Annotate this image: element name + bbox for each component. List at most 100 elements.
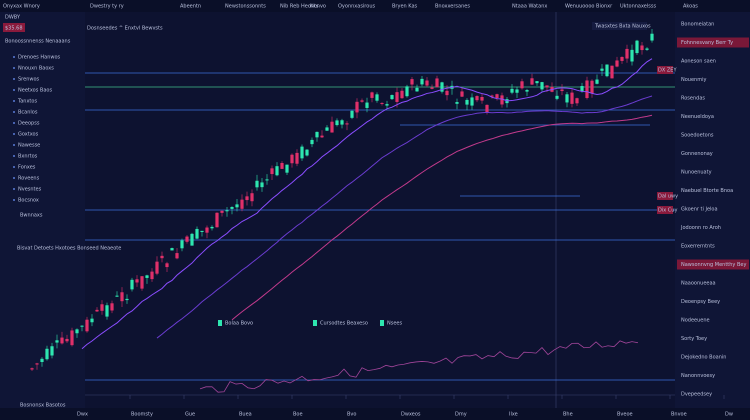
candle [245,196,249,201]
candle [220,210,224,213]
sidebar-item[interactable]: Fohnnesvany Berr Ty [681,40,733,46]
sidebar-item[interactable]: Nawsonnvng Mentthy Bey [681,262,746,268]
candle [395,92,399,102]
sidebar-item[interactable]: Nouenmiy [681,77,706,83]
candle [260,182,264,188]
candle [85,319,89,332]
sidebar-highlight [677,259,749,270]
menu-item[interactable]: Bryen Kas [392,4,418,10]
menu-item[interactable]: Abeentn [180,4,201,10]
menu-item[interactable]: Onyxax Wnory [3,4,40,10]
legend-label[interactable]: Cursodtes Beaxeso [320,321,368,327]
sidebar-item[interactable]: Nunoenuaty [681,170,712,176]
panel-row[interactable]: Nnouxn Baoxs [18,66,54,72]
sidebar-item[interactable]: Jodoonn ro Aroh [680,225,721,231]
row-dot [13,166,15,168]
candle [180,240,184,249]
overlay-label: Bisvat Detoets Hxotoes Bonseed Neaeote [17,246,121,252]
menu-item[interactable]: Ntaaa Watanx [512,4,547,10]
tooltip-box [592,22,647,30]
sidebar-item[interactable]: Naaoonueeaa [681,281,716,287]
sidebar-item[interactable]: Neenueldoya [681,114,714,120]
candle [255,180,259,188]
candle [490,95,494,97]
candle [270,168,274,175]
row-dot [13,188,15,190]
menu-item[interactable]: Wenuuoooo Bionxr [565,4,613,10]
candle [185,236,189,242]
menu-item[interactable]: Dwestry ty ry [90,4,124,10]
badge[interactable] [3,23,25,32]
candle [455,102,459,104]
candle [330,121,334,133]
candle [475,96,479,101]
sidebar-item[interactable]: Dejokedno Boanin [681,355,726,361]
candle [580,86,584,92]
menu-item[interactable]: Uktonnaxelsss [620,4,656,10]
panel-row[interactable]: Nvesntes [18,187,42,193]
candle [175,253,179,259]
sidebar-item[interactable]: Naebuel Btorte Bnoa [681,188,733,194]
panel-row[interactable]: Bocsnox [18,198,39,204]
row-dot [13,199,15,201]
candle [160,255,164,259]
candle [650,33,654,41]
panel-row[interactable]: Drenoes Hanwos [18,55,61,61]
candle [60,337,64,344]
candle [495,94,499,99]
menu-item[interactable]: Nonvo [310,4,326,10]
bottom-bar [0,408,750,420]
sidebar-item[interactable]: Nanonnvoesy [681,373,715,379]
sidebar-item[interactable]: Gonnenonay [681,151,713,157]
sidebar-item[interactable]: Dvepeedsey [681,392,712,398]
sidebar-item[interactable]: Sorty Toey [681,336,707,342]
panel-row[interactable]: Goxtxos [18,132,39,138]
candle [605,64,609,77]
axis-label: Buea [239,412,252,418]
candle [320,135,324,138]
sidebar-item[interactable]: Eoxerrerntnts [681,244,715,250]
panel-row[interactable]: Nawesse [18,143,40,149]
sidebar-item[interactable]: Bonomeiatan [681,22,714,28]
panel-row[interactable]: Srenwos [18,77,40,83]
sidebar-item[interactable]: Aoneson saen [681,59,716,65]
candle [150,271,154,280]
panel-row[interactable]: Deeopss [18,121,40,127]
menu-item[interactable]: Akoas [683,4,698,10]
sidebar-highlight [677,37,749,48]
sidebar-item[interactable]: Deoenpsy Beey [681,299,720,305]
panel-row[interactable]: Neetxos Baos [18,88,52,94]
sidebar-item[interactable]: Rosendas [681,96,705,102]
row-dot [13,144,15,146]
panel-row[interactable]: Fonxes [18,165,36,171]
menu-item[interactable]: Bnoxxersanes [435,4,470,10]
candle [625,48,629,59]
menu-item[interactable]: Nib Reb Heonts [280,4,319,10]
sidebar-item[interactable]: Nodeeuene [681,318,710,324]
panel-row[interactable]: Bcanlos [18,110,38,116]
legend-label[interactable]: Nsees [387,321,402,327]
menu-item[interactable]: Newstonssonnts [225,4,266,10]
candle [155,261,159,274]
price-tag-label: Dal uwy [658,194,678,200]
candle [640,45,644,51]
sidebar-item[interactable]: Gkoenr ti Jeloa [681,207,718,213]
candle [480,96,484,101]
price-tag-label: DX ZEY [658,68,677,74]
candle [285,164,289,173]
row-dot [13,67,15,69]
panel-row[interactable]: Tanxtos [17,99,37,105]
chart-header: Dosnseedes ^ Enxtvl Bewvsts [87,26,163,32]
legend-label[interactable]: Bolaa Bovo [225,321,253,327]
axis-label: Bhe [563,412,573,418]
panel-row[interactable]: Roveens [18,176,40,182]
candle [145,275,149,278]
candle [440,82,444,92]
candle [370,92,374,98]
panel-row[interactable]: Bxnrtos [18,154,38,160]
candle [65,338,69,342]
candle [555,95,559,99]
menu-item[interactable]: Oyonnxasirous [338,4,375,10]
sidebar-item[interactable]: Sooedoetons [681,133,714,139]
